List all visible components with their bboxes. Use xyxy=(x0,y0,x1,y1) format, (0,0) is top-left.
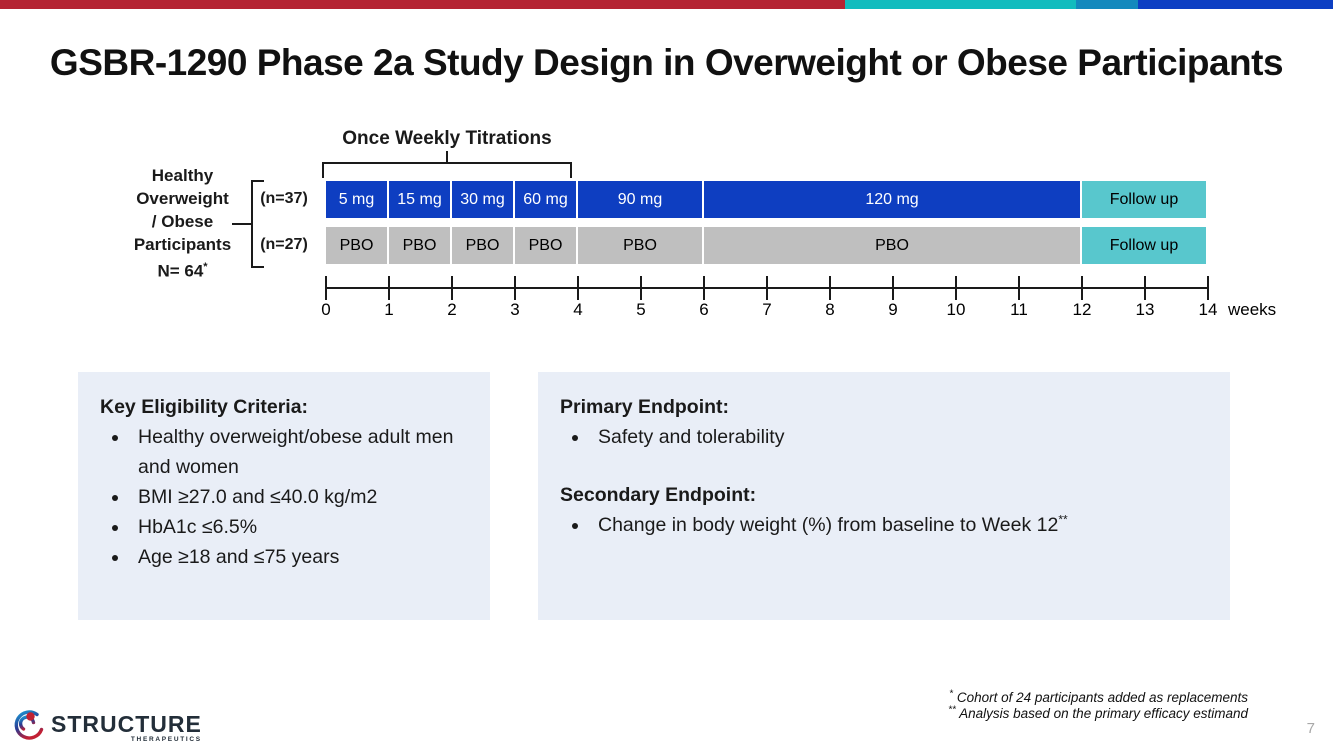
placebo-segment-1: PBO xyxy=(326,227,387,264)
titration-bracket-line xyxy=(322,162,572,164)
eligibility-item: Healthy overweight/obese adult men and w… xyxy=(130,422,468,482)
axis-tick-6 xyxy=(703,276,705,300)
arm1-n-label: (n=37) xyxy=(260,190,308,207)
placebo-segment-4: PBO xyxy=(515,227,576,264)
primary-endpoint-title: Primary Endpoint: xyxy=(560,396,730,418)
axis-tick-4 xyxy=(577,276,579,300)
placebo-segment-2: PBO xyxy=(389,227,450,264)
treatment-arm-row: 5 mg 15 mg 30 mg 60 mg 90 mg 120 mg Foll… xyxy=(326,181,1208,218)
axis-tick-14 xyxy=(1207,276,1209,300)
bar-segment-red xyxy=(0,0,845,9)
dose-segment-120mg: 120 mg xyxy=(704,181,1080,218)
titration-bracket-center-tick xyxy=(446,151,448,163)
axis-label-7: 7 xyxy=(762,300,772,319)
primary-endpoint-list: Safety and tolerability xyxy=(560,422,1208,452)
eligibility-title: Key Eligibility Criteria: xyxy=(100,396,309,418)
axis-label-2: 2 xyxy=(447,300,457,319)
axis-label-0: 0 xyxy=(321,300,331,319)
footnote-2: ** Analysis based on the primary efficac… xyxy=(948,704,1248,721)
titration-bracket-left-tick xyxy=(322,162,324,178)
axis-label-1: 1 xyxy=(384,300,394,319)
eligibility-list: Healthy overweight/obese adult men and w… xyxy=(100,422,468,572)
axis-label-10: 10 xyxy=(946,300,966,319)
population-label: Healthy Overweight / Obese Participants … xyxy=(100,164,265,283)
population-bracket-bottom-arm xyxy=(251,266,264,268)
axis-tick-3 xyxy=(514,276,516,300)
arm2-n-label: (n=27) xyxy=(260,236,308,253)
axis-tick-1 xyxy=(388,276,390,300)
axis-unit-label: weeks xyxy=(1228,300,1277,319)
population-bracket-vertical xyxy=(251,180,253,268)
population-line: Overweight xyxy=(136,189,229,208)
axis-tick-13 xyxy=(1144,276,1146,300)
top-accent-bar xyxy=(0,0,1333,9)
secondary-endpoint-title: Secondary Endpoint: xyxy=(560,484,757,506)
spacer xyxy=(560,452,1208,480)
logo-subtext: THERAPEUTICS xyxy=(130,736,202,743)
bar-segment-teal xyxy=(845,0,1076,9)
footnote-1: * Cohort of 24 participants added as rep… xyxy=(949,688,1248,705)
secondary-endpoint-list: Change in body weight (%) from baseline … xyxy=(560,510,1208,540)
dose-segment-5mg: 5 mg xyxy=(326,181,387,218)
placebo-segment-6: PBO xyxy=(704,227,1080,264)
logo-text-block: STRUCTURE THERAPEUTICS xyxy=(51,711,202,744)
placebo-segment-3: PBO xyxy=(452,227,513,264)
bar-segment-blue xyxy=(1076,0,1138,9)
axis-label-12: 12 xyxy=(1072,300,1092,319)
axis-tick-7 xyxy=(766,276,768,300)
axis-tick-2 xyxy=(451,276,453,300)
logo-name: STRUCTURE xyxy=(51,711,202,737)
axis-tick-0 xyxy=(325,276,327,300)
population-bracket-connector xyxy=(232,223,251,225)
population-line: Healthy xyxy=(151,166,214,185)
structure-s-icon xyxy=(14,710,44,740)
population-bracket-top-arm xyxy=(251,180,264,182)
primary-endpoint-item: Safety and tolerability xyxy=(590,422,1208,452)
axis-label-13: 13 xyxy=(1135,300,1155,319)
dose-segment-15mg: 15 mg xyxy=(389,181,450,218)
axis-tick-12 xyxy=(1081,276,1083,300)
axis-label-9: 9 xyxy=(888,300,898,319)
eligibility-item: BMI ≥27.0 and ≤40.0 kg/m2 xyxy=(130,482,468,512)
dose-segment-90mg: 90 mg xyxy=(578,181,702,218)
dose-segment-30mg: 30 mg xyxy=(452,181,513,218)
axis-label-11: 11 xyxy=(1010,300,1028,319)
endpoints-box: Primary Endpoint: Safety and tolerabilit… xyxy=(538,372,1230,620)
titration-bracket-right-tick xyxy=(570,162,572,178)
axis-tick-9 xyxy=(892,276,894,300)
eligibility-box: Key Eligibility Criteria: Healthy overwe… xyxy=(78,372,490,620)
placebo-arm-row: PBO PBO PBO PBO PBO PBO Follow up xyxy=(326,227,1208,264)
dose-segment-60mg: 60 mg xyxy=(515,181,576,218)
axis-tick-8 xyxy=(829,276,831,300)
followup-segment-placebo: Follow up xyxy=(1082,227,1206,264)
secondary-endpoint-item: Change in body weight (%) from baseline … xyxy=(590,510,1208,540)
footnote-marker: ** xyxy=(1058,512,1068,527)
footnotes: * Cohort of 24 participants added as rep… xyxy=(948,688,1248,722)
page-number: 7 xyxy=(1306,720,1315,737)
bar-segment-royal xyxy=(1138,0,1333,9)
axis-tick-11 xyxy=(1018,276,1020,300)
eligibility-item: Age ≥18 and ≤75 years xyxy=(130,542,468,572)
titration-label: Once Weekly Titrations xyxy=(342,128,552,149)
axis-label-5: 5 xyxy=(636,300,646,319)
page-title: GSBR-1290 Phase 2a Study Design in Overw… xyxy=(49,42,1284,83)
eligibility-item: HbA1c ≤6.5% xyxy=(130,512,468,542)
population-n: N= 64* xyxy=(157,261,208,281)
axis-tick-5 xyxy=(640,276,642,300)
company-logo: STRUCTURE THERAPEUTICS xyxy=(10,708,202,744)
population-line: / Obese xyxy=(151,212,214,231)
followup-segment-treatment: Follow up xyxy=(1082,181,1206,218)
axis-tick-10 xyxy=(955,276,957,300)
axis-label-6: 6 xyxy=(699,300,709,319)
axis-label-3: 3 xyxy=(510,300,520,319)
placebo-segment-5: PBO xyxy=(578,227,702,264)
population-line: Participants xyxy=(133,235,232,254)
axis-label-4: 4 xyxy=(573,300,583,319)
axis-label-8: 8 xyxy=(825,300,835,319)
axis-label-14: 14 xyxy=(1198,300,1218,319)
